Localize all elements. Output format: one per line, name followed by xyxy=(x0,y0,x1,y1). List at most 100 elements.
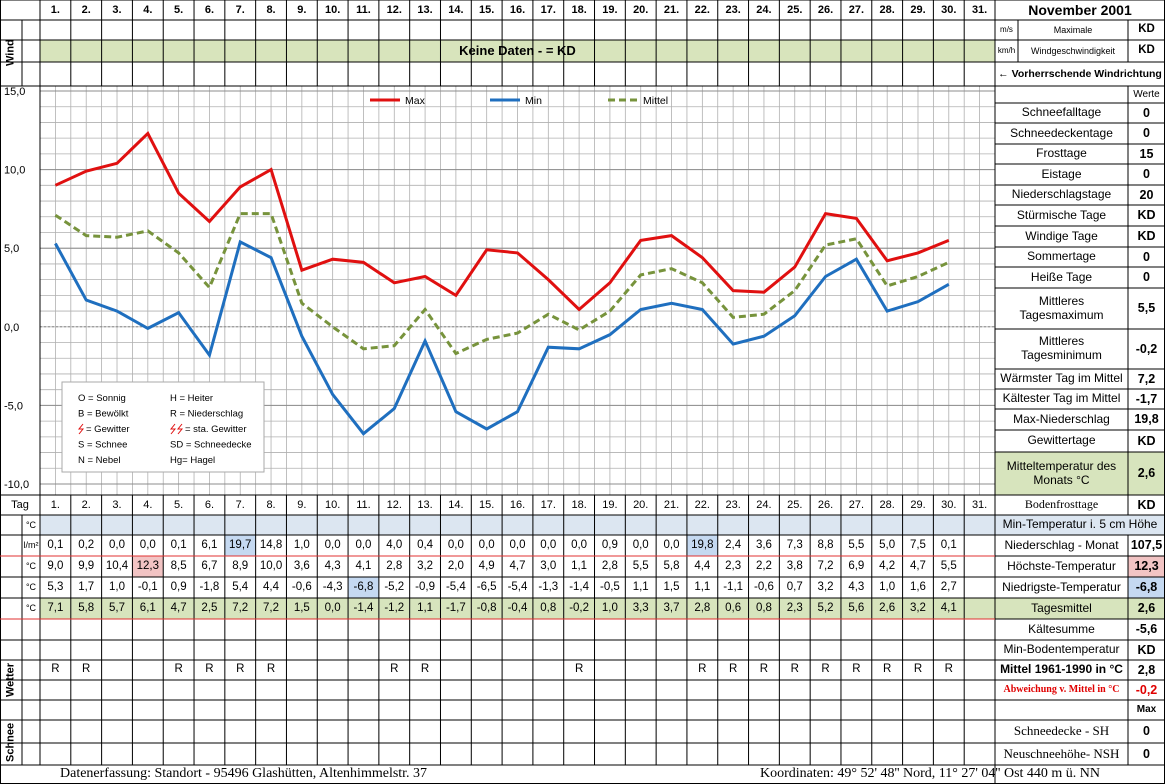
weather-code: R xyxy=(883,663,892,676)
day-label: 13. xyxy=(417,498,433,511)
thunder-icon xyxy=(77,423,85,435)
table-value: 2,5 xyxy=(201,601,218,614)
day-label: 22. xyxy=(694,498,710,511)
tag-label: Tag xyxy=(11,498,29,511)
stat-label: Eistage xyxy=(1041,166,1082,181)
table-value: 3,2 xyxy=(417,559,434,572)
day-header: 29. xyxy=(910,3,926,16)
table-value: 4,4 xyxy=(263,580,280,593)
stat-value: 0 xyxy=(1143,249,1150,264)
day-label: 30. xyxy=(941,498,957,511)
table-value: 1,1 xyxy=(694,580,711,593)
summary-label: Mittel 1961-1990 in °C xyxy=(1000,662,1123,677)
stat-label: Heiße Tage xyxy=(1030,269,1093,284)
day-header: 8. xyxy=(266,3,276,16)
weather-code: R xyxy=(790,663,799,676)
table-value: -0,2 xyxy=(569,601,590,614)
day-label: 25. xyxy=(787,498,803,511)
table-value: 0,0 xyxy=(355,538,372,551)
wind-caption: Windgeschwindigkeit xyxy=(1030,45,1116,56)
table-value: 5,2 xyxy=(817,601,834,614)
day-header: 27. xyxy=(848,3,864,16)
weather-code: R xyxy=(236,663,245,676)
table-value: 0,0 xyxy=(478,538,495,551)
table-value: 1,0 xyxy=(109,580,125,593)
mean-band xyxy=(40,598,1165,619)
day-label: 27. xyxy=(848,498,864,511)
legend-label: Max xyxy=(405,95,426,107)
month-title: November 2001 xyxy=(1028,1,1132,18)
weather-legend-item: = sta. Gewitter xyxy=(185,424,247,435)
summary-label: Min-Bodentemperatur xyxy=(1003,642,1120,657)
day-header: 24. xyxy=(756,3,772,16)
day-header: 6. xyxy=(204,3,215,16)
table-value: -1,2 xyxy=(384,601,405,614)
table-value: 9,9 xyxy=(78,559,95,572)
day-header: 2. xyxy=(81,3,91,16)
table-value: 2,8 xyxy=(601,559,618,572)
day-label: 17. xyxy=(540,498,556,511)
summary-label: Min-Temperatur i. 5 cm Höhe xyxy=(1002,517,1158,532)
y-tick-label: 10,0 xyxy=(4,165,25,177)
summary-value: 12,3 xyxy=(1134,559,1159,574)
stat-label: Windige Tage xyxy=(1025,228,1098,243)
wetter-label: Wetter xyxy=(4,662,17,698)
weather-legend-item: N = Nebel xyxy=(78,455,121,466)
day-header: 25. xyxy=(787,3,803,16)
weather-code: R xyxy=(390,663,399,676)
table-value: -6,8 xyxy=(353,580,374,593)
table-value: 2,8 xyxy=(694,601,711,614)
stat-value: 19,8 xyxy=(1134,412,1159,427)
summary-label: Bodenfrosttage xyxy=(1024,497,1099,512)
wind-direction: ← Vorherrschende Windrichtung xyxy=(998,67,1162,80)
table-value: 2,0 xyxy=(447,559,464,572)
precip-highlight xyxy=(224,535,256,556)
table-value: 6,7 xyxy=(201,559,218,572)
unit: km/h xyxy=(997,46,1016,56)
table-value: 6,1 xyxy=(139,601,156,614)
table-value: 5,3 xyxy=(47,580,64,593)
table-value: 4,3 xyxy=(324,559,341,572)
stat-value: KD xyxy=(1137,208,1156,223)
table-value: 1,0 xyxy=(293,538,310,551)
table-value: 5,6 xyxy=(848,601,865,614)
table-value: 4,7 xyxy=(170,601,187,614)
table-value: 7,3 xyxy=(786,538,803,551)
table-value: 5,7 xyxy=(109,601,125,614)
day-header: 5. xyxy=(174,3,184,16)
table-value: 1,0 xyxy=(601,601,618,614)
table-value: 7,2 xyxy=(232,601,249,614)
weather-legend-item: O = Sonnig xyxy=(78,393,126,404)
table-value: -5,4 xyxy=(445,580,466,593)
table-value: -1,7 xyxy=(445,601,466,614)
day-header: 7. xyxy=(235,3,245,16)
table-value: 0,1 xyxy=(47,538,64,551)
table-value: 3,3 xyxy=(632,601,649,614)
day-label: 14. xyxy=(448,498,464,511)
day-header: 28. xyxy=(879,3,895,16)
stat-label: Niederschlagstage xyxy=(1011,187,1112,202)
summary-label: Höchste-Temperatur xyxy=(1007,558,1116,573)
y-tick-label: 15,0 xyxy=(4,86,25,98)
weather-legend-item: SD = Schneedecke xyxy=(170,440,252,451)
unit-label: °C xyxy=(25,561,37,572)
summary-label: Niederschlag - Monat xyxy=(1004,537,1119,552)
day-label: 3. xyxy=(112,498,122,511)
day-header: 4. xyxy=(143,3,153,16)
stats-header: Werte xyxy=(1133,88,1160,100)
snow-value: 0 xyxy=(1143,724,1150,739)
day-label: 12. xyxy=(386,498,402,511)
table-value: -0,1 xyxy=(137,580,158,593)
stat-label: Schneefalltage xyxy=(1021,105,1102,120)
stat-value: KD xyxy=(1137,433,1156,448)
summary-label: Abweichung v. Mittel in °C xyxy=(1003,684,1120,696)
legend-label: Mittel xyxy=(643,95,668,107)
precip-highlight xyxy=(686,535,718,556)
day-label: 19. xyxy=(602,498,618,511)
footer-left: Datenerfassung: Standort - 95496 Glashüt… xyxy=(60,766,428,782)
table-value: 1,0 xyxy=(879,580,896,593)
schnee-label: Schnee xyxy=(4,722,17,763)
day-label: 5. xyxy=(174,498,184,511)
max-header: Max xyxy=(1136,704,1157,716)
